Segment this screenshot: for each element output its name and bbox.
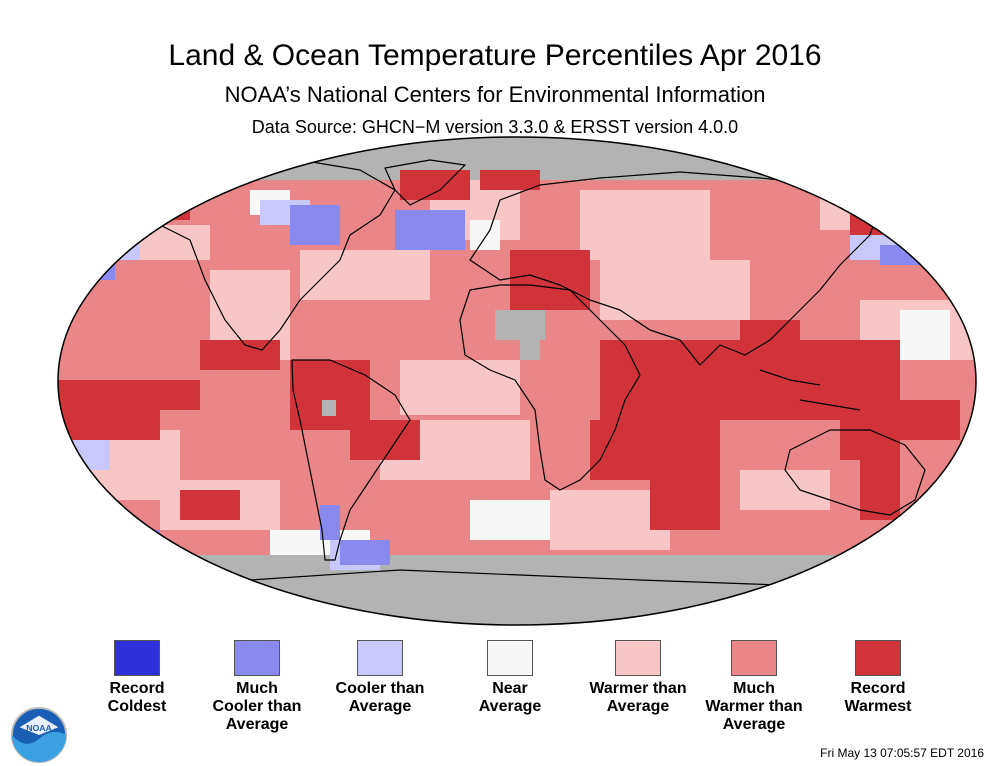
legend-label-line: Coldest bbox=[107, 698, 167, 715]
legend-label-line: Average bbox=[606, 698, 670, 715]
legend-label-line: Record bbox=[850, 680, 906, 697]
greenland-outline bbox=[384, 159, 466, 206]
legend-label-line: Warmest bbox=[844, 698, 912, 715]
legend-swatch bbox=[357, 640, 403, 676]
globe-border bbox=[57, 136, 977, 626]
legend-label-line: Much bbox=[236, 680, 278, 697]
australia-outline bbox=[784, 429, 926, 516]
legend-cooler: Cooler than Average bbox=[305, 640, 455, 716]
map-subtitle: NOAA’s National Centers for Environmenta… bbox=[224, 82, 766, 107]
south-america-outline bbox=[291, 359, 411, 561]
legend-swatch bbox=[487, 640, 533, 676]
data-source: Data Source: GHCN−M version 3.3.0 & ERSS… bbox=[251, 117, 739, 137]
legend-label-line: Average bbox=[478, 698, 542, 715]
legend-label-line: Warmer than bbox=[705, 698, 803, 715]
legend-label-line: Warmer than bbox=[589, 680, 687, 697]
legend-record-coldest: Record Coldest bbox=[62, 640, 212, 716]
legend-label-line: Cooler than bbox=[335, 680, 425, 697]
legend-label-line: Average bbox=[722, 716, 786, 733]
noaa-logo: NOAA bbox=[10, 706, 68, 764]
legend-much-warmer: Much Warmer than Average bbox=[679, 640, 829, 734]
legend-label-line: Record bbox=[109, 680, 165, 697]
missing-data-land bbox=[322, 310, 545, 416]
legend-swatch bbox=[114, 640, 160, 676]
antarctic-missing bbox=[58, 555, 976, 625]
legend-swatch bbox=[234, 640, 280, 676]
legend-much-cooler: Much Cooler than Average bbox=[182, 640, 332, 734]
legend-label-line: Much bbox=[733, 680, 775, 697]
logo-text: NOAA bbox=[26, 723, 52, 733]
africa-outline bbox=[459, 284, 641, 491]
legend-label-line: Average bbox=[348, 698, 412, 715]
se-asia-islands bbox=[759, 369, 861, 411]
legend-record-warmest: Record Warmest bbox=[803, 640, 953, 716]
map-title: Land & Ocean Temperature Percentiles Apr… bbox=[168, 39, 822, 72]
legend-label-line: Cooler than bbox=[212, 698, 302, 715]
legend-label-line: Average bbox=[225, 716, 289, 733]
legend-swatch bbox=[615, 640, 661, 676]
legend-swatch bbox=[731, 640, 777, 676]
legend-label-line: Near bbox=[492, 680, 528, 697]
legend-near: Near Average bbox=[435, 640, 585, 716]
europe-asia-outline bbox=[469, 171, 881, 366]
legend-warmer: Warmer than Average bbox=[563, 640, 713, 716]
legend-swatch bbox=[855, 640, 901, 676]
timestamp: Fri May 13 07:05:57 EDT 2016 bbox=[820, 746, 984, 760]
